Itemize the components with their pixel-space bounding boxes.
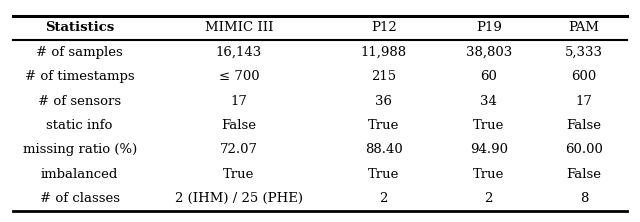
- Text: 2 (IHM) / 25 (PHE): 2 (IHM) / 25 (PHE): [175, 192, 303, 205]
- Text: static info: static info: [47, 119, 113, 132]
- Text: 11,988: 11,988: [360, 46, 407, 59]
- Text: Statistics: Statistics: [45, 21, 115, 34]
- Text: imbalanced: imbalanced: [41, 168, 118, 181]
- Text: 17: 17: [576, 95, 593, 107]
- Text: 60: 60: [480, 70, 497, 83]
- Text: 88.40: 88.40: [365, 143, 403, 156]
- Text: missing ratio (%): missing ratio (%): [22, 143, 137, 156]
- Text: 38,803: 38,803: [465, 46, 512, 59]
- Text: True: True: [473, 119, 504, 132]
- Text: # of timestamps: # of timestamps: [25, 70, 134, 83]
- Text: 2: 2: [484, 192, 493, 205]
- Text: # of classes: # of classes: [40, 192, 120, 205]
- Text: 600: 600: [572, 70, 597, 83]
- Text: 8: 8: [580, 192, 588, 205]
- Text: 16,143: 16,143: [216, 46, 262, 59]
- Text: ≤ 700: ≤ 700: [218, 70, 259, 83]
- Text: True: True: [223, 168, 255, 181]
- Text: 72.07: 72.07: [220, 143, 258, 156]
- Text: True: True: [368, 168, 399, 181]
- Text: # of samples: # of samples: [36, 46, 123, 59]
- Text: PAM: PAM: [569, 21, 600, 34]
- Text: P19: P19: [476, 21, 502, 34]
- Text: 34: 34: [480, 95, 497, 107]
- Text: False: False: [567, 168, 602, 181]
- Text: False: False: [221, 119, 257, 132]
- Text: P12: P12: [371, 21, 397, 34]
- Text: False: False: [567, 119, 602, 132]
- Text: 5,333: 5,333: [565, 46, 604, 59]
- Text: # of sensors: # of sensors: [38, 95, 121, 107]
- Text: MIMIC III: MIMIC III: [205, 21, 273, 34]
- Text: True: True: [473, 168, 504, 181]
- Text: True: True: [368, 119, 399, 132]
- Text: 2: 2: [380, 192, 388, 205]
- Text: 94.90: 94.90: [470, 143, 508, 156]
- Text: 36: 36: [375, 95, 392, 107]
- Text: 60.00: 60.00: [565, 143, 603, 156]
- Text: 215: 215: [371, 70, 396, 83]
- Text: 17: 17: [230, 95, 247, 107]
